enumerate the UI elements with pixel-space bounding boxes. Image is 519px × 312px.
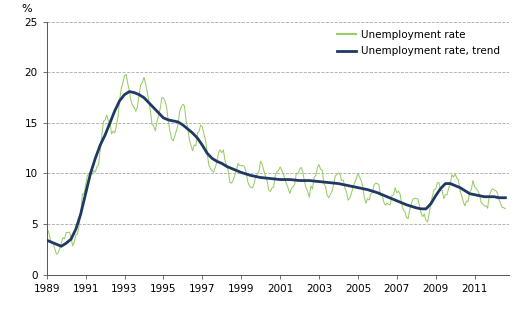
Legend: Unemployment rate, Unemployment rate, trend: Unemployment rate, Unemployment rate, tr…: [334, 27, 503, 60]
Text: %: %: [21, 4, 32, 14]
